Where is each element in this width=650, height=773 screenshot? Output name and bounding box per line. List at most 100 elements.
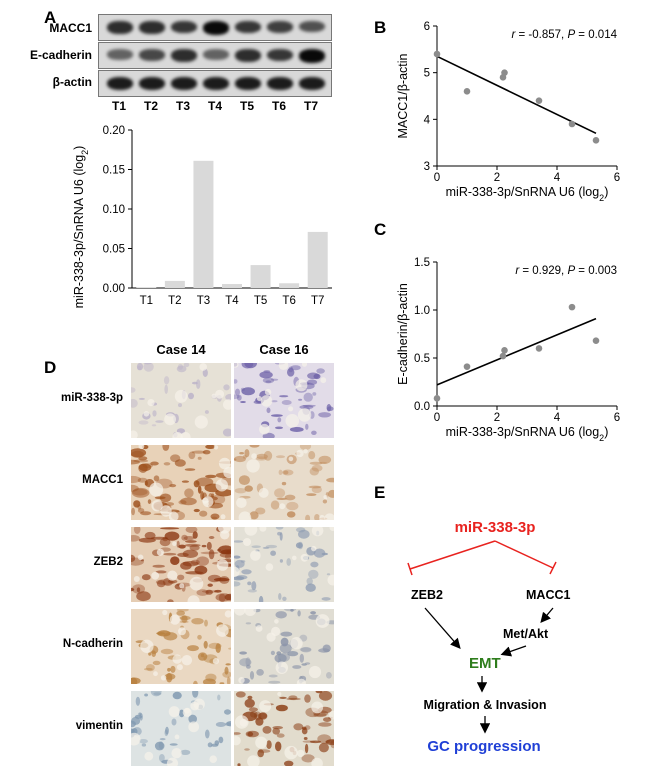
arrow-metakt-emt bbox=[500, 645, 527, 657]
scatter-x-tick-label: 0 bbox=[434, 412, 440, 424]
scatter-point bbox=[499, 352, 507, 360]
bar-y-tick-label: 0.05 bbox=[103, 244, 125, 256]
scatter-y-tick-label: 6 bbox=[424, 21, 430, 33]
blot-row-label: β-actin bbox=[52, 75, 92, 89]
ihc-image-tile bbox=[131, 609, 231, 684]
scatter-point bbox=[501, 347, 508, 354]
ihc-row-label: N-cadherin bbox=[62, 638, 123, 650]
scatter-y-tick-label: 0.0 bbox=[414, 401, 430, 413]
ihc-image-tile bbox=[131, 445, 231, 520]
blot-band bbox=[139, 77, 165, 91]
blot-lane-label: T6 bbox=[271, 99, 286, 113]
bar bbox=[279, 283, 300, 288]
blot-band bbox=[139, 21, 165, 34]
scatter-y-tick-label: 1.5 bbox=[414, 257, 430, 269]
bar-y-tick-label: 0.00 bbox=[103, 283, 125, 295]
blot-band bbox=[107, 49, 133, 60]
inhibition-line-zeb2 bbox=[409, 540, 496, 570]
bar-y-tick-label: 0.15 bbox=[103, 165, 125, 177]
blot-band bbox=[203, 21, 229, 35]
bar bbox=[250, 265, 271, 288]
ihc-row-label: miR-338-3p bbox=[61, 392, 123, 404]
bar-chart-ylabel: miR-338-3p/SnRNA U6 (log2) bbox=[72, 146, 90, 309]
scatter-point bbox=[501, 69, 508, 76]
scatter-ylabel: MACC1/β-actin bbox=[396, 53, 410, 138]
blot-band bbox=[139, 49, 165, 61]
correlation-annotation: r = -0.857, P = 0.014 bbox=[511, 29, 617, 41]
met-akt-label: Met/Akt bbox=[503, 627, 549, 641]
blot-band bbox=[267, 77, 293, 91]
bar bbox=[222, 284, 242, 288]
blot-lane-label: T7 bbox=[303, 99, 318, 113]
blot-row-label: MACC1 bbox=[49, 21, 92, 35]
bar-x-tick-label: T4 bbox=[225, 295, 239, 307]
ihc-image-tile bbox=[234, 445, 334, 520]
blot-row-label: E-cadherin bbox=[29, 48, 92, 62]
blot-band bbox=[267, 49, 293, 62]
scatter-point bbox=[568, 303, 576, 311]
case-label: Case 16 bbox=[259, 342, 309, 357]
ihc-image-tile bbox=[234, 609, 334, 684]
ihc-row-label: ZEB2 bbox=[93, 556, 123, 568]
inhibition-line-macc1 bbox=[494, 540, 554, 569]
panel-letter-e: E bbox=[374, 483, 386, 502]
blot-band bbox=[235, 77, 261, 91]
migration-invasion-label: Migration & Invasion bbox=[424, 698, 547, 712]
arrow-macc1-metakt bbox=[540, 607, 554, 623]
blot-strip-macc1 bbox=[98, 14, 332, 41]
scatter-point bbox=[433, 50, 441, 58]
scatter-x-tick-label: 2 bbox=[494, 412, 500, 424]
blot-band bbox=[203, 77, 229, 91]
bar bbox=[307, 231, 328, 288]
blot-lane-label: T1 bbox=[111, 99, 126, 113]
macc1-label: MACC1 bbox=[526, 588, 570, 602]
bar-x-tick-label: T1 bbox=[140, 295, 153, 307]
scatter-chart-e-cadherin: 0 2 4 6 0.0 0.5 1.0 1.5 r = 0.929, P = 0.003 miR-… bbox=[396, 257, 620, 442]
scatter-y-tick-label: 1.0 bbox=[414, 305, 430, 317]
scatter-point bbox=[535, 97, 543, 104]
bar-x-tick-label: T7 bbox=[311, 295, 324, 307]
scatter-y-tick-label: 3 bbox=[424, 161, 430, 173]
blot-strip-beta-actin bbox=[98, 70, 332, 97]
blot-band bbox=[299, 21, 325, 33]
scatter-point bbox=[535, 345, 543, 352]
blot-band bbox=[235, 49, 261, 62]
blot-band bbox=[171, 77, 197, 91]
ihc-image-tile bbox=[131, 527, 231, 602]
ihc-image-tile bbox=[234, 691, 334, 766]
bar-x-tick-label: T3 bbox=[197, 295, 210, 307]
blot-band bbox=[235, 21, 261, 34]
ihc-image-tile bbox=[131, 691, 231, 766]
blot-lane-label: T3 bbox=[175, 99, 190, 113]
scatter-y-tick-label: 0.5 bbox=[414, 353, 430, 365]
scatter-chart-macc1: 0 2 4 6 3 4 5 6 r = -0.857, P = 0.014 miR-338-3p/… bbox=[396, 21, 620, 201]
panel-letter-c: C bbox=[374, 220, 387, 239]
blot-band bbox=[203, 49, 229, 60]
mir-338-3p-label: miR-338-3p bbox=[455, 519, 536, 536]
scatter-point bbox=[433, 395, 441, 402]
gc-progression-label: GC progression bbox=[427, 738, 540, 755]
scatter-x-tick-label: 6 bbox=[614, 412, 620, 424]
scatter-point bbox=[463, 363, 471, 370]
bar-chart: 0.00 0.05 0.10 0.15 0.20 T1 T2 T3 T4 T5 T6 T7 miR-3… bbox=[72, 125, 332, 309]
blot-band bbox=[171, 49, 197, 62]
scatter-point bbox=[592, 337, 600, 345]
panel-letter-d: D bbox=[44, 358, 57, 377]
scatter-xlabel: miR-338-3p/SnRNA U6 (log2) bbox=[446, 425, 609, 442]
scatter-point bbox=[592, 137, 600, 144]
ihc-image-tile bbox=[234, 363, 334, 438]
bar-x-tick-label: T2 bbox=[168, 295, 181, 307]
scatter-point bbox=[463, 88, 471, 95]
bar-y-tick-label: 0.20 bbox=[103, 125, 125, 137]
ihc-row-label: vimentin bbox=[75, 720, 123, 732]
bar-y-tick-label: 0.10 bbox=[103, 204, 125, 216]
blot-lane-label: T4 bbox=[207, 99, 222, 113]
panel-letter-b: B bbox=[374, 18, 387, 37]
scatter-x-tick-label: 2 bbox=[494, 172, 500, 184]
regression-line bbox=[436, 55, 597, 135]
blot-band bbox=[267, 21, 293, 33]
regression-line bbox=[436, 317, 597, 386]
inhibition-bar-zeb2 bbox=[407, 562, 413, 576]
scatter-y-tick-label: 5 bbox=[424, 68, 430, 80]
panel-letter-a: A bbox=[44, 8, 57, 27]
